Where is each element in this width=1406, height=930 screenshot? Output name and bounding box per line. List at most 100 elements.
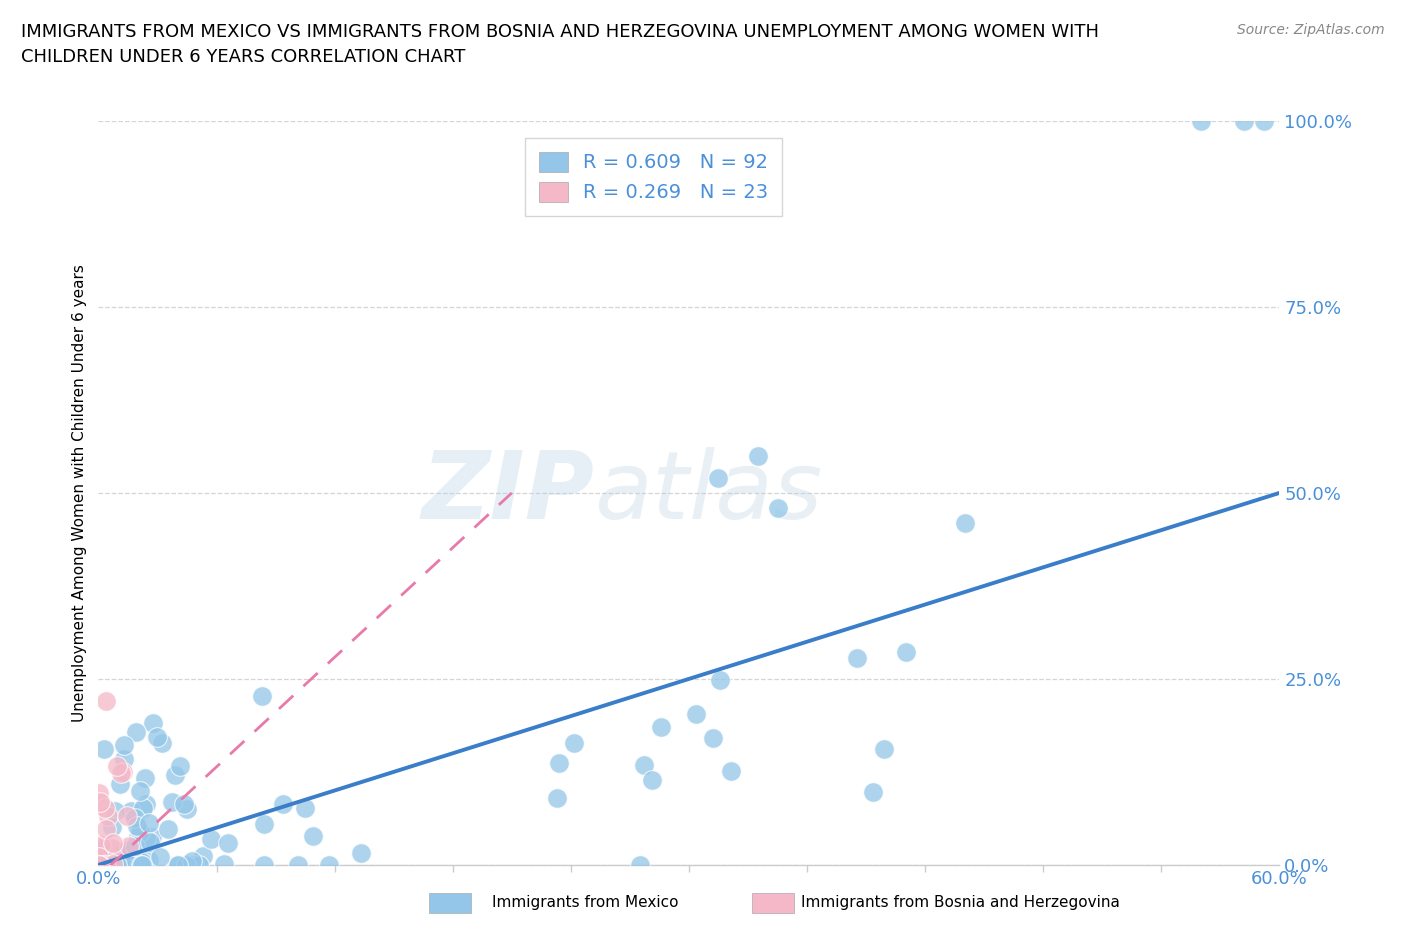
Point: [120, 857, 142, 872]
Text: ZIP: ZIP: [422, 447, 595, 538]
Point: [97, 857, 120, 872]
Point: [105, 856, 128, 870]
Point: [212, 857, 235, 871]
Point: [166, 857, 188, 872]
Point: [93, 741, 115, 756]
Point: [562, 736, 585, 751]
Point: [89, 857, 111, 872]
Point: [101, 835, 124, 850]
Point: [766, 500, 789, 515]
Point: [89, 786, 111, 801]
Point: [1189, 113, 1212, 128]
Point: [94, 801, 117, 816]
Point: [862, 784, 884, 799]
Point: [217, 836, 239, 851]
Point: [176, 802, 198, 817]
Point: [253, 817, 276, 831]
Point: [97, 809, 120, 824]
Point: [350, 845, 373, 860]
Point: [747, 448, 769, 463]
Point: [1233, 113, 1256, 128]
Point: [120, 804, 142, 818]
Point: [271, 796, 294, 811]
Point: [105, 857, 128, 872]
Point: [188, 857, 211, 872]
Point: [163, 767, 186, 782]
Point: [94, 857, 117, 872]
Point: [104, 804, 127, 818]
Legend: R = 0.609   N = 92, R = 0.269   N = 23: R = 0.609 N = 92, R = 0.269 N = 23: [524, 138, 782, 216]
Point: [128, 824, 150, 839]
Point: [707, 471, 730, 485]
Point: [127, 830, 149, 844]
Point: [112, 751, 135, 766]
Point: [135, 830, 157, 845]
Point: [146, 730, 169, 745]
Point: [103, 857, 125, 872]
Point: [110, 852, 132, 867]
Text: IMMIGRANTS FROM MEXICO VS IMMIGRANTS FROM BOSNIA AND HERZEGOVINA UNEMPLOYMENT AM: IMMIGRANTS FROM MEXICO VS IMMIGRANTS FRO…: [21, 23, 1099, 66]
Point: [896, 644, 918, 659]
Point: [129, 784, 152, 799]
Point: [115, 808, 138, 823]
Point: [953, 515, 976, 530]
Text: atlas: atlas: [595, 447, 823, 538]
Point: [89, 857, 111, 872]
Point: [124, 810, 146, 825]
Point: [709, 672, 731, 687]
Point: [89, 857, 111, 872]
Point: [131, 857, 153, 872]
Point: [873, 742, 896, 757]
Point: [120, 857, 142, 872]
Point: [108, 777, 131, 791]
Point: [173, 797, 195, 812]
Point: [90, 838, 112, 853]
Point: [89, 857, 111, 872]
Point: [101, 819, 124, 834]
Point: [118, 857, 141, 872]
Point: [846, 650, 869, 665]
Point: [117, 843, 139, 857]
Point: [118, 838, 141, 853]
Point: [287, 857, 309, 872]
Point: [156, 821, 179, 836]
Point: [89, 795, 111, 810]
Point: [111, 847, 134, 862]
Point: [93, 857, 115, 872]
Point: [633, 757, 655, 772]
Point: [141, 830, 163, 844]
Point: [100, 840, 122, 855]
Point: [183, 857, 205, 872]
Point: [142, 715, 165, 730]
Point: [134, 770, 156, 785]
Point: [94, 857, 117, 872]
Point: [166, 857, 188, 872]
Point: [101, 857, 124, 871]
Point: [628, 857, 651, 872]
Point: [125, 724, 148, 739]
Point: [112, 737, 135, 752]
Point: [105, 758, 128, 773]
Text: Source: ZipAtlas.com: Source: ZipAtlas.com: [1237, 23, 1385, 37]
Point: [180, 854, 202, 869]
Point: [129, 857, 152, 872]
Point: [112, 764, 135, 779]
Point: [89, 854, 111, 869]
Point: [138, 835, 160, 850]
Point: [650, 720, 672, 735]
Point: [294, 800, 316, 815]
Point: [124, 839, 146, 854]
Point: [89, 857, 111, 872]
Text: Immigrants from Mexico: Immigrants from Mexico: [492, 895, 679, 910]
Point: [318, 857, 340, 872]
Point: [160, 795, 183, 810]
Point: [548, 756, 571, 771]
Point: [96, 822, 118, 837]
Point: [253, 857, 276, 872]
Point: [250, 688, 273, 703]
Point: [91, 851, 114, 866]
Point: [89, 850, 111, 865]
Point: [149, 850, 172, 865]
Point: [91, 842, 114, 857]
Point: [89, 840, 111, 855]
